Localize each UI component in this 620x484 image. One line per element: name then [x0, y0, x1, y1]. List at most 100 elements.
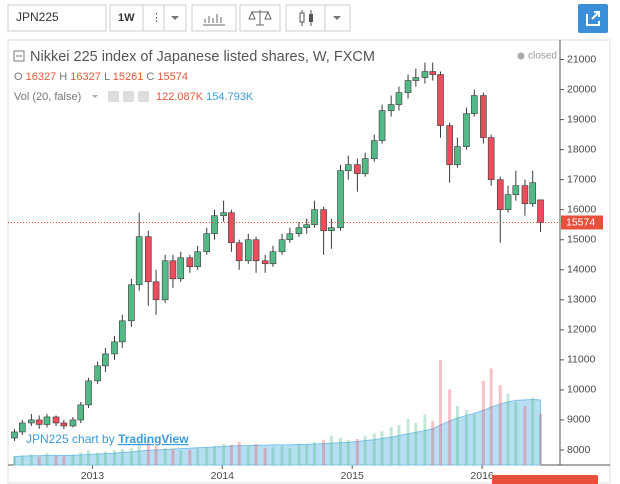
candle-icon	[309, 14, 313, 22]
volume-bar	[263, 448, 267, 465]
indicators-button[interactable]	[191, 4, 237, 32]
candle-body	[128, 284, 135, 322]
candle-body	[203, 233, 211, 253]
candle-body	[328, 227, 335, 232]
volume-bar	[380, 431, 384, 465]
x-tick-label: 2015	[341, 470, 365, 482]
candle-body	[421, 71, 429, 78]
volume-bar	[322, 439, 326, 465]
candle-body	[496, 179, 504, 210]
volume-bar	[120, 449, 124, 465]
candle-body	[387, 104, 395, 111]
watermark-link[interactable]: TradingView	[118, 432, 189, 446]
candle-body	[320, 209, 327, 232]
candle-body	[437, 74, 444, 126]
y-tick-label: 18000	[567, 143, 596, 155]
dots-icon[interactable]: ⋮	[151, 12, 162, 24]
volume-bar	[280, 446, 284, 465]
candle-body	[395, 92, 403, 105]
x-tick-label: 2014	[211, 470, 235, 482]
legend-label: O	[14, 71, 23, 83]
volume-bar	[389, 427, 393, 465]
candle-body	[261, 260, 269, 265]
y-tick-label: 19000	[567, 113, 596, 125]
y-tick-label: 16000	[567, 203, 596, 215]
x-tick-label: 2013	[81, 470, 105, 482]
candle-body	[177, 257, 185, 280]
candle-body	[135, 236, 143, 286]
y-tick-label: 21000	[567, 53, 596, 65]
candle-body	[487, 137, 495, 180]
candle-body	[354, 164, 361, 174]
volume-bar	[498, 385, 502, 465]
y-tick-label: 17000	[567, 173, 596, 185]
share-icon	[586, 11, 600, 26]
volume-bar	[372, 433, 376, 465]
volume-bar	[489, 368, 493, 465]
candle-body	[220, 212, 227, 217]
candle-body	[161, 260, 169, 301]
x-tick-label: 2016	[470, 470, 494, 482]
volume-ma-area	[13, 398, 542, 466]
y-tick-label: 8000	[567, 444, 591, 456]
legend-value: 15574	[157, 71, 188, 83]
dropdown-icon[interactable]	[92, 95, 98, 98]
y-tick-label: 13000	[567, 294, 596, 306]
candle-body	[361, 158, 369, 174]
candle-body	[446, 125, 453, 165]
candle-body	[235, 242, 243, 262]
volume-bar	[297, 444, 301, 465]
y-tick-label: 12000	[567, 324, 596, 336]
volume-bar	[481, 381, 485, 465]
market-status: closed	[528, 51, 557, 62]
y-tick-label: 10000	[567, 384, 596, 396]
candle-icon	[299, 12, 305, 23]
candle-body	[278, 239, 286, 253]
volume-bar	[439, 360, 443, 465]
ohlc-legend: O 16327 H 16327 L 15261 C 15574	[14, 71, 188, 83]
banner[interactable]	[492, 475, 598, 484]
volume-bar	[246, 446, 250, 465]
volume-bar	[237, 441, 241, 465]
volume-bar	[338, 437, 342, 465]
candle-body	[529, 182, 537, 204]
remove-icon[interactable]	[138, 91, 149, 102]
symbol-input[interactable]	[7, 4, 107, 32]
candle-body	[52, 416, 60, 424]
y-tick-label: 14000	[567, 264, 596, 276]
chart-frame	[7, 39, 611, 484]
watermark: JPN225 chart by TradingView	[26, 432, 189, 446]
volume-bar	[96, 452, 100, 465]
candle-body	[118, 320, 126, 343]
interval[interactable]: 1W	[118, 12, 135, 24]
volume-title: Vol (20, false)	[14, 91, 81, 103]
candle-body	[537, 199, 544, 223]
symbol[interactable]: JPN225	[16, 10, 59, 24]
toolbar: JPN225 1W ⋮	[7, 4, 608, 33]
legend-value: 15261	[113, 71, 144, 83]
eye-icon[interactable]	[108, 91, 119, 102]
volume-bar	[472, 414, 476, 465]
candle-body	[295, 227, 303, 235]
volume-bar	[129, 448, 133, 465]
style-button[interactable]	[285, 4, 351, 32]
volume-bar	[196, 448, 200, 465]
candle-body	[337, 170, 344, 229]
legend-value: 16327	[26, 71, 57, 83]
candle-body	[111, 341, 118, 355]
y-tick-label: 20000	[567, 83, 596, 95]
volume-bar	[79, 452, 83, 465]
volume-bar	[229, 444, 233, 465]
y-tick-label: 9000	[567, 414, 591, 426]
volume-bar	[171, 449, 175, 465]
dropdown-icon[interactable]	[333, 16, 341, 20]
volume-bar	[313, 441, 317, 465]
volume-bar	[188, 449, 192, 465]
dropdown-icon[interactable]	[171, 16, 179, 20]
y-tick-label: 15000	[567, 234, 596, 246]
settings-icon[interactable]	[123, 91, 134, 102]
candle-body	[228, 212, 235, 244]
volume-bar	[406, 418, 410, 465]
volume-bar	[62, 456, 66, 465]
